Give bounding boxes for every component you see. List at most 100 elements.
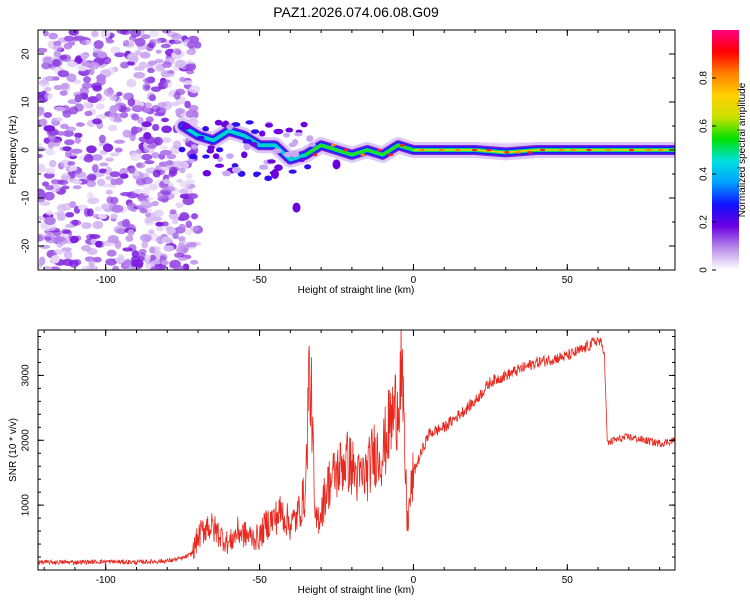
noise-blob xyxy=(82,101,92,109)
noise-blob xyxy=(62,232,70,239)
noise-blob xyxy=(53,117,64,122)
noise-blob xyxy=(185,241,198,248)
ridge-blob xyxy=(196,135,205,140)
colorbar-strip xyxy=(712,30,739,270)
noise-blob xyxy=(50,254,60,264)
noise-blob xyxy=(96,178,106,187)
noise-blob xyxy=(69,201,77,208)
noise-blob xyxy=(62,258,74,267)
noise-blob xyxy=(169,209,177,215)
noise-blob xyxy=(153,112,166,117)
noise-blob xyxy=(74,137,81,144)
noise-blob xyxy=(57,70,70,78)
noise-blob xyxy=(111,104,122,111)
ridge-hotspot xyxy=(486,148,492,152)
noise-blob xyxy=(144,76,155,84)
noise-blob xyxy=(166,226,176,236)
noise-blob xyxy=(175,202,184,209)
noise-blob xyxy=(59,90,68,96)
noise-blob xyxy=(134,37,146,47)
noise-blob xyxy=(169,259,181,268)
noise-blob xyxy=(110,46,121,54)
noise-blob xyxy=(96,74,107,82)
ridge-blob xyxy=(264,122,274,128)
noise-blob xyxy=(88,61,100,70)
noise-blob xyxy=(97,213,108,220)
noise-blob xyxy=(43,111,53,119)
ridge-blob xyxy=(202,170,212,177)
noise-blob xyxy=(93,40,104,49)
noise-blob xyxy=(71,219,79,226)
noise-blob xyxy=(108,112,116,122)
noise-blob xyxy=(44,75,56,82)
ridge-hotspot xyxy=(558,148,564,152)
noise-blob xyxy=(147,67,155,74)
snr-xtick-label: 50 xyxy=(562,575,574,586)
noise-blob xyxy=(143,131,152,140)
noise-blob xyxy=(60,83,69,90)
noise-blob xyxy=(38,256,46,266)
noise-blob xyxy=(190,259,199,265)
noise-blob xyxy=(142,187,150,196)
noise-blob xyxy=(116,30,129,35)
noise-blob xyxy=(68,30,79,36)
noise-blob xyxy=(59,54,68,60)
noise-blob xyxy=(38,153,43,158)
snr-ylabel: SNR (10 * v/v) xyxy=(8,418,19,482)
noise-blob xyxy=(44,236,52,241)
noise-blob xyxy=(186,48,197,56)
noise-blob xyxy=(38,107,45,116)
noise-blob xyxy=(43,125,56,132)
noise-blob xyxy=(62,109,72,118)
noise-blob xyxy=(112,265,120,270)
noise-blob xyxy=(141,177,154,185)
outlier-blob xyxy=(270,169,279,179)
noise-blob xyxy=(54,106,66,112)
noise-blob xyxy=(123,39,130,47)
noise-blob xyxy=(149,254,157,261)
noise-blob xyxy=(48,32,58,40)
noise-blob xyxy=(144,160,155,165)
noise-blob xyxy=(188,104,199,112)
noise-blob xyxy=(123,258,132,268)
noise-blob xyxy=(83,155,94,163)
snr-xtick-label: -100 xyxy=(96,575,116,586)
noise-blob xyxy=(154,58,164,64)
noise-blob xyxy=(66,61,78,68)
noise-blob xyxy=(126,53,138,63)
ridge-hotspot xyxy=(540,148,546,152)
ridge-blob xyxy=(259,164,269,170)
ridge-hotspot xyxy=(455,148,461,152)
noise-blob xyxy=(140,200,148,206)
ridge-hotspot xyxy=(438,148,444,152)
snr-ytick-label: 1000 xyxy=(21,494,32,517)
noise-blob xyxy=(42,265,52,270)
noise-blob xyxy=(130,126,138,135)
noise-blob xyxy=(95,240,103,248)
noise-blob xyxy=(163,178,170,185)
noise-blob xyxy=(119,173,129,179)
ridge-hotspot xyxy=(646,148,652,152)
snr-frame xyxy=(37,329,676,571)
noise-blob xyxy=(152,123,160,132)
ridge-blob xyxy=(241,151,248,159)
noise-blob xyxy=(61,247,72,252)
noise-blob xyxy=(133,188,143,194)
noise-blob xyxy=(102,143,114,153)
noise-blob xyxy=(81,266,94,270)
noise-blob xyxy=(127,202,136,211)
noise-blob xyxy=(171,218,179,225)
noise-blob xyxy=(45,184,54,191)
noise-blob xyxy=(170,101,180,107)
noise-blob xyxy=(105,175,114,181)
noise-blob xyxy=(95,114,107,120)
noise-blob xyxy=(146,196,154,201)
noise-blob xyxy=(147,229,155,235)
ridge-blob xyxy=(212,153,220,160)
ridge-blob xyxy=(231,166,242,174)
noise-blob xyxy=(56,212,66,221)
noise-blob xyxy=(138,248,147,255)
noise-blob xyxy=(91,30,99,38)
ridge-blob xyxy=(181,122,191,130)
noise-blob xyxy=(45,226,56,232)
